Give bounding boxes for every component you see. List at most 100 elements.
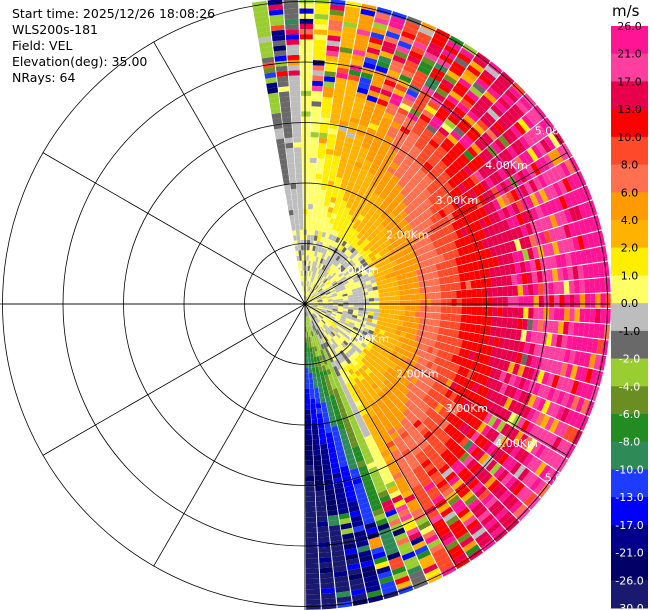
velocity-gate — [332, 155, 341, 162]
velocity-gate — [577, 187, 588, 203]
velocity-gate — [483, 215, 492, 227]
velocity-gate — [323, 370, 328, 376]
velocity-gate — [478, 151, 490, 164]
velocity-gate — [346, 289, 353, 294]
velocity-gate — [315, 340, 319, 347]
velocity-gate — [513, 296, 519, 307]
velocity-gate — [317, 301, 323, 303]
velocity-gate — [373, 235, 381, 242]
velocity-gate — [536, 370, 545, 384]
velocity-gate — [399, 430, 410, 440]
velocity-gate — [414, 545, 429, 556]
velocity-gate — [322, 307, 328, 309]
velocity-gate — [378, 293, 385, 298]
velocity-gate — [417, 323, 424, 331]
velocity-gate — [492, 297, 498, 307]
velocity-gate — [307, 311, 309, 317]
velocity-gate — [450, 130, 462, 142]
velocity-gate — [349, 402, 357, 410]
velocity-gate — [316, 286, 321, 291]
velocity-gate — [390, 377, 399, 386]
velocity-gate — [316, 408, 323, 414]
velocity-gate — [341, 384, 348, 391]
velocity-gate — [331, 383, 337, 390]
velocity-gate — [358, 304, 364, 308]
velocity-gate — [466, 518, 480, 532]
velocity-gate — [347, 326, 353, 332]
velocity-gate — [422, 529, 437, 540]
velocity-gate — [383, 287, 389, 293]
velocity-gate — [345, 265, 352, 271]
velocity-gate — [312, 305, 318, 307]
velocity-gate — [340, 41, 354, 49]
velocity-gate — [410, 45, 426, 56]
velocity-gate — [478, 73, 493, 87]
velocity-gate — [511, 274, 518, 286]
velocity-gate — [407, 55, 421, 65]
velocity-gate — [456, 407, 466, 419]
velocity-gate — [436, 556, 452, 568]
velocity-gate — [343, 218, 351, 225]
velocity-gate — [415, 469, 427, 479]
velocity-gate — [350, 149, 359, 157]
velocity-gate — [349, 510, 361, 518]
velocity-gate — [477, 260, 484, 270]
velocity-gate — [557, 321, 564, 335]
velocity-gate — [470, 158, 482, 170]
azimuth-spoke — [304, 303, 568, 456]
velocity-gate — [443, 423, 454, 434]
velocity-gate — [390, 328, 397, 335]
velocity-gate — [369, 426, 378, 435]
velocity-gate — [318, 322, 323, 327]
velocity-gate — [345, 426, 354, 434]
velocity-gate — [299, 29, 313, 35]
velocity-gate — [511, 318, 518, 329]
velocity-gate — [442, 206, 452, 216]
velocity-gate — [409, 393, 418, 403]
velocity-gate — [305, 306, 307, 312]
velocity-gate — [392, 265, 400, 272]
velocity-gate — [307, 321, 310, 327]
velocity-gate — [519, 96, 533, 111]
velocity-gate — [318, 199, 325, 206]
velocity-gate — [551, 241, 560, 255]
velocity-gate — [360, 235, 367, 243]
velocity-gate — [335, 77, 347, 85]
velocity-gate — [478, 218, 488, 229]
velocity-gate — [462, 134, 474, 146]
velocity-gate — [360, 8, 376, 17]
velocity-gate — [392, 527, 406, 537]
velocity-gate — [305, 393, 310, 400]
velocity-gate — [517, 467, 530, 482]
velocity-gate — [463, 149, 475, 162]
velocity-gate — [364, 361, 372, 368]
velocity-gate — [260, 51, 274, 59]
velocity-gate — [336, 279, 342, 284]
velocity-gate — [319, 194, 326, 201]
velocity-gate — [309, 383, 314, 389]
velocity-gate — [329, 457, 339, 464]
velocity-gate — [386, 204, 395, 213]
velocity-gate — [432, 474, 445, 486]
velocity-gate — [363, 298, 370, 302]
velocity-gate — [462, 378, 471, 389]
velocity-gate — [457, 265, 464, 274]
velocity-gate — [354, 357, 361, 364]
velocity-gate — [361, 270, 368, 276]
velocity-gate — [429, 339, 436, 348]
velocity-gate — [509, 461, 522, 475]
velocity-gate — [367, 208, 375, 217]
velocity-gate — [314, 230, 319, 236]
velocity-gate — [329, 118, 340, 125]
velocity-gate — [312, 277, 316, 283]
velocity-gate — [311, 424, 318, 430]
velocity-gate — [328, 269, 334, 275]
velocity-gate — [421, 500, 434, 512]
velocity-gate — [494, 245, 502, 256]
velocity-gate — [324, 195, 331, 202]
velocity-gate — [563, 280, 570, 294]
velocity-gate — [317, 381, 323, 388]
velocity-gate — [315, 397, 321, 404]
velocity-gate — [397, 250, 405, 258]
velocity-gate — [361, 447, 371, 456]
